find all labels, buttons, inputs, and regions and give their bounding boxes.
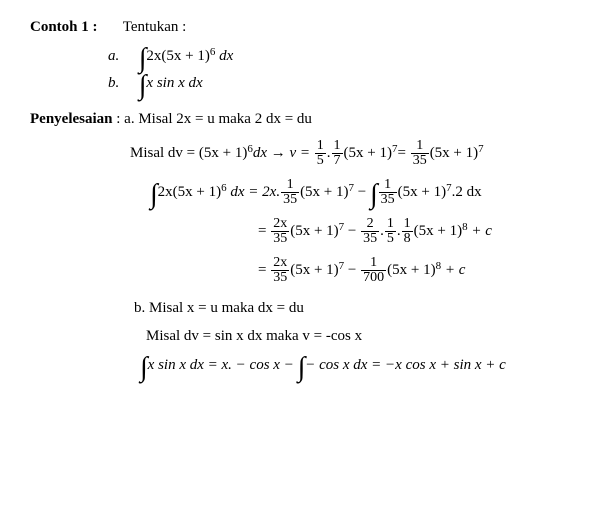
solution-a-step3: = 2x35(5x + 1)7 − 1700(5x + 1)8 + c [30,256,590,285]
integral-icon: ∫ [150,185,158,205]
fraction: 135 [379,178,397,207]
fraction: 2x35 [271,256,289,285]
fraction: 2x35 [271,217,289,246]
solution-a-step1: ∫2x(5x + 1)6 dx = 2x.135(5x + 1)7 − ∫135… [30,178,590,207]
solution-b-sub: b. Misal x = u maka dx = du [30,299,590,318]
fraction: 15 [315,139,326,168]
document-page: { "heading": { "label": "Contoh 1 :", "i… [0,0,612,394]
example-heading: Contoh 1 : Tentukan : [30,18,590,37]
fraction: 18 [402,217,413,246]
fraction: 135 [281,178,299,207]
problem-a-suffix: dx [215,48,233,64]
solution-heading-line: Penyelesaian : a. Misal 2x = u maka 2 dx… [30,110,590,129]
integral-icon: ∫ [140,358,148,378]
solution-a-substitution: a. Misal 2x = u maka 2 dx = du [124,111,312,127]
solution-a-step2: = 2x35(5x + 1)7 − 235.15.18(5x + 1)8 + c [30,217,590,246]
fraction: 17 [332,139,343,168]
problem-b-label: b. [108,75,119,91]
integral-icon: ∫ [370,185,378,205]
solution-heading: Penyelesaian [30,111,113,127]
problem-b-expr: x sin x dx [146,75,202,91]
problem-a-label: a. [108,48,119,64]
problem-b: b. ∫x sin x dx [30,74,590,96]
heading-instruction: Tentukan : [123,19,187,35]
fraction: 235 [361,217,379,246]
fraction: 1700 [361,256,386,285]
solution-b-dv: Misal dv = sin x dx maka v = -cos x [30,327,590,346]
solution-b-final: ∫x sin x dx = x. − cos x − ∫− cos x dx =… [30,356,590,378]
solution-a-dv: Misal dv = (5x + 1)6dx → v = 15.17(5x + … [30,139,590,168]
fraction: 15 [385,217,396,246]
dv-lead: Misal dv = (5x + 1) [130,145,247,161]
problem-a: a. ∫2x(5x + 1)6 dx [30,47,590,69]
heading-label: Contoh 1 : [30,19,98,35]
fraction: 135 [411,139,429,168]
problem-a-prefix: 2x(5x + 1) [146,48,209,64]
